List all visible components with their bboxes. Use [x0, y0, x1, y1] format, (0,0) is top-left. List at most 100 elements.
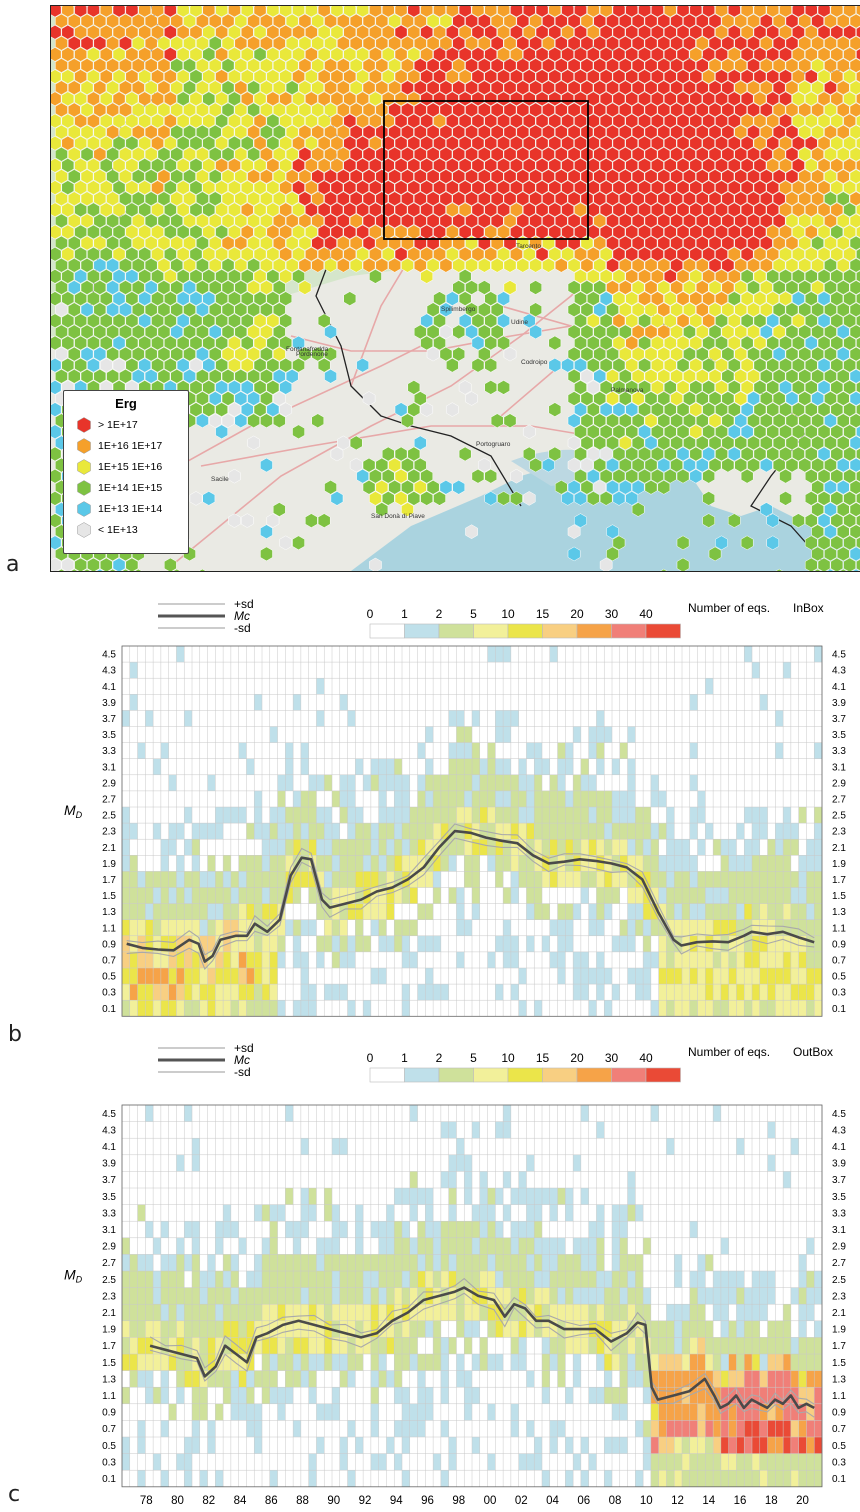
- hexbin-cell: [215, 357, 228, 373]
- heatmap-cell: [775, 968, 784, 985]
- y-tick-right: 4.5: [832, 650, 846, 661]
- hexbin-cell: [734, 191, 748, 206]
- heatmap-cell: [720, 1337, 729, 1354]
- heatmap-cell: [472, 1204, 480, 1222]
- heatmap-cell: [705, 1420, 714, 1437]
- heatmap-cell: [355, 823, 364, 840]
- heatmap-cell: [378, 887, 387, 904]
- heatmap-cell: [308, 1271, 317, 1288]
- hexbin-cell: [260, 546, 273, 562]
- hexbin-cell: [830, 402, 844, 417]
- heatmap-cell: [448, 758, 457, 775]
- hexbin-cell: [80, 191, 94, 206]
- hexbin-cell: [51, 47, 62, 62]
- heatmap-cell: [503, 758, 511, 775]
- hexbin-cell: [849, 546, 860, 562]
- hexbin-cell: [599, 269, 613, 284]
- hexbin-cell: [522, 69, 536, 84]
- heatmap-cell: [790, 1387, 799, 1404]
- hexbin-cell: [804, 513, 818, 528]
- heatmap-cell: [775, 1000, 784, 1017]
- map-place-label: Tarcento: [516, 243, 541, 250]
- hexbin-cell: [849, 413, 860, 428]
- heatmap-cell: [417, 823, 426, 840]
- hexbin-cell: [260, 124, 273, 140]
- hexbin-cell: [695, 124, 709, 140]
- heatmap-cell: [145, 1287, 154, 1305]
- hexbin-cell: [189, 380, 203, 395]
- hexbin-cell: [830, 135, 844, 151]
- heatmap-cell: [674, 1304, 682, 1321]
- heatmap-cell: [495, 807, 504, 824]
- heatmap-cell: [425, 968, 434, 985]
- hexbin-cell: [285, 36, 299, 51]
- hexbin-cell: [830, 113, 844, 129]
- hexbin-cell: [830, 180, 844, 195]
- heatmap-cell: [285, 1304, 294, 1321]
- hexbin-cell: [356, 47, 369, 62]
- heatmap-cell: [580, 984, 589, 1001]
- hexbin-cell: [413, 191, 427, 206]
- heatmap-cell: [580, 1287, 589, 1305]
- hexbin-cell: [663, 357, 677, 373]
- hexbin-cell: [381, 468, 395, 484]
- hexbin-cell: [106, 80, 119, 95]
- hexbin-cell: [670, 435, 683, 451]
- hexbin-cell: [535, 91, 549, 107]
- heatmap-cell: [176, 1254, 185, 1271]
- hexbin-cell: [407, 246, 421, 262]
- hexbin-cell: [253, 269, 267, 284]
- heatmap-cell: [160, 1287, 169, 1305]
- heatmap-cell: [744, 1453, 752, 1471]
- heatmap-cell: [510, 1221, 519, 1238]
- heatmap-cell: [332, 839, 340, 856]
- hexbin-cell: [766, 402, 780, 417]
- heatmap-cell: [728, 1420, 737, 1437]
- heatmap-cell: [650, 1354, 659, 1371]
- hexbin-cell: [497, 69, 510, 84]
- hexbin-cell: [843, 380, 856, 395]
- hexbin-cell: [849, 302, 860, 317]
- heatmap-cell: [759, 951, 768, 968]
- hexbin-cell: [401, 502, 414, 517]
- hexbin-cell: [548, 335, 562, 351]
- hexbin-cell: [580, 80, 594, 95]
- heatmap-cell: [806, 1387, 815, 1404]
- hexbin-cell: [612, 380, 626, 395]
- heatmap-cell: [487, 1403, 496, 1421]
- hexbin-cell: [176, 24, 190, 40]
- heatmap-cell: [588, 903, 597, 920]
- heatmap-cell: [293, 1304, 301, 1321]
- hexbin-cell: [439, 302, 453, 317]
- hexbin-cell: [689, 6, 703, 18]
- hexbin-cell: [734, 80, 748, 95]
- hexbin-cell: [599, 357, 613, 373]
- heatmap-cell: [643, 1420, 651, 1437]
- heatmap-cell: [176, 1387, 185, 1404]
- hexbin-cell: [779, 24, 792, 40]
- hexbin-cell: [99, 91, 113, 107]
- heatmap-cell: [230, 1304, 239, 1321]
- hexbin-cell: [593, 369, 607, 384]
- hexbin-cell: [548, 6, 562, 18]
- heatmap-cell: [744, 1370, 752, 1388]
- heatmap-cell: [262, 1000, 270, 1017]
- heatmap-cell: [456, 726, 465, 743]
- map-legend-label: < 1E+13: [98, 523, 138, 536]
- hexbin-cell: [465, 280, 478, 295]
- hexbin-cell: [394, 135, 408, 151]
- hexbin-cell: [151, 269, 164, 284]
- heatmap-cell: [269, 1000, 278, 1017]
- heatmap-cell: [238, 1304, 247, 1321]
- hexbin-cell: [798, 102, 812, 118]
- heatmap-cell: [456, 903, 465, 920]
- heatmap-cell: [207, 1337, 216, 1354]
- heatmap-cell: [409, 1320, 418, 1338]
- hexbin-cell: [708, 546, 722, 562]
- hexbin-cell: [644, 457, 658, 473]
- hexbin-cell: [554, 13, 568, 29]
- hexbin-cell: [99, 224, 113, 240]
- heatmap-cell: [604, 726, 612, 743]
- heatmap-cell: [542, 790, 550, 807]
- hexbin-cell: [196, 369, 209, 384]
